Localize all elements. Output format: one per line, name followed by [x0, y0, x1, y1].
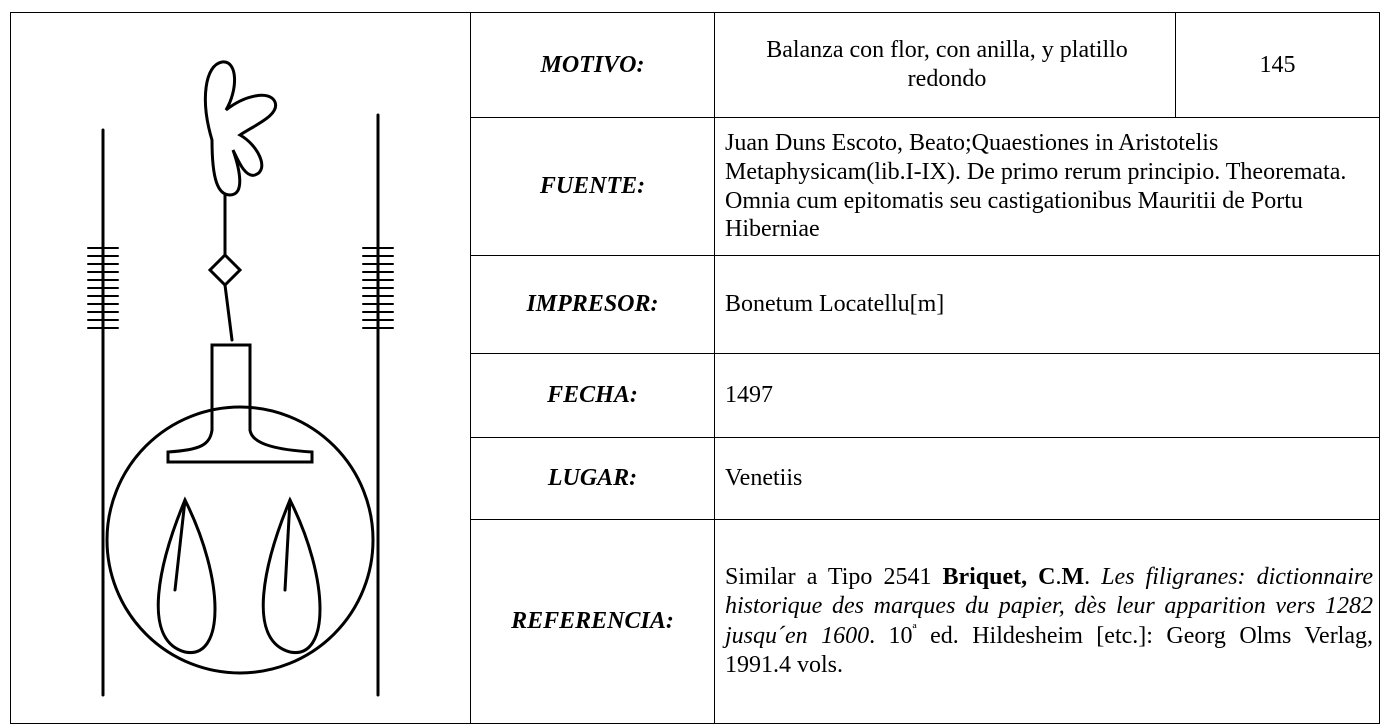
value-cell-text: Bonetum Locatellu[m] — [725, 291, 945, 318]
label-cell: REFERENCIA: — [470, 519, 715, 724]
reference-segment: . 10 — [869, 623, 913, 649]
reference-segment: Similar a Tipo 2541 — [725, 564, 943, 591]
number-cell: 145 — [1175, 12, 1380, 118]
label-cell: MOTIVO: — [470, 12, 715, 118]
reference-segment: M — [1061, 564, 1085, 591]
label-cell-text: FUENTE: — [539, 173, 646, 200]
value-cell: 1497 — [714, 353, 1380, 438]
label-cell-text: REFERENCIA: — [511, 608, 674, 635]
reference-segment: Les filigranes: dictionnaire historique … — [725, 564, 1373, 649]
label-cell: IMPRESOR: — [470, 255, 715, 354]
reference-segment: ed. Hildesheim [etc.]: Georg Olms Verlag… — [725, 623, 1374, 678]
label-cell: LUGAR: — [470, 437, 715, 520]
value-cell-text: 1497 — [725, 382, 773, 409]
label-cell-text: FECHA: — [547, 382, 638, 409]
reference-segment: . — [1084, 564, 1102, 591]
value-cell: Balanza con flor, con anilla, y platillo… — [714, 12, 1176, 118]
label-cell: FUENTE: — [470, 117, 715, 256]
value-cell: Bonetum Locatellu[m] — [714, 255, 1380, 354]
label-cell-text: IMPRESOR: — [526, 291, 659, 318]
value-cell: Similar a Tipo 2541 Briquet, C.M. Les fi… — [714, 519, 1380, 724]
label-cell-text: MOTIVO: — [540, 51, 645, 78]
value-cell-text: Venetiis — [725, 465, 803, 492]
label-cell: FECHA: — [470, 353, 715, 438]
reference-segment: . — [1055, 564, 1062, 591]
label-cell-text: LUGAR: — [547, 465, 638, 492]
number-cell-text: 145 — [1259, 51, 1296, 78]
value-cell-text: Juan Duns Escoto, Beato;Quaestiones in A… — [725, 129, 1347, 243]
reference-segment: Briquet, C — [942, 564, 1056, 591]
value-cell: Venetiis — [714, 437, 1380, 520]
reference-text: Similar a Tipo 2541 Briquet, C.M. Les fi… — [725, 563, 1373, 679]
value-cell-text: Balanza con flor, con anilla, y platillo… — [766, 37, 1128, 92]
reference-segment: ª — [912, 622, 917, 638]
value-cell: Juan Duns Escoto, Beato;Quaestiones in A… — [714, 117, 1380, 256]
